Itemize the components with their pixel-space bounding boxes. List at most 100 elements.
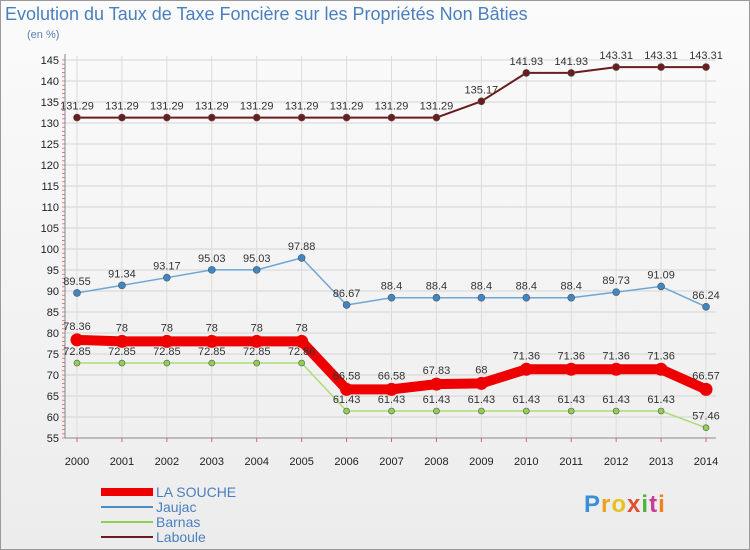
data-label-barnas: 72.85 [108, 346, 136, 358]
data-point-laboule [522, 69, 531, 77]
data-point-laboule [163, 113, 171, 122]
data-label-barnas: 61.43 [647, 394, 675, 406]
axes: 5560657075808590951001051101151201251301… [41, 54, 718, 468]
data-point-barnas [253, 359, 261, 367]
data-label-jaujac: 86.24 [692, 290, 720, 302]
data-label-la-souche: 67.83 [423, 365, 451, 377]
legend-swatch-barnas [101, 521, 153, 523]
legend-label: LA SOUCHE [156, 484, 237, 500]
data-point-la-souche [519, 362, 533, 376]
data-label-laboule: 131.29 [330, 101, 364, 113]
x-tick-label: 2002 [155, 456, 179, 468]
y-tick-label: 115 [41, 181, 59, 193]
data-point-jaujac [207, 266, 216, 274]
data-point-jaujac [477, 293, 486, 302]
proxiti-logo: Proxiti [584, 491, 666, 519]
y-tick-label: 90 [47, 286, 59, 298]
data-label-jaujac: 88.4 [516, 281, 537, 293]
data-point-laboule [118, 113, 126, 122]
data-label-jaujac: 88.4 [471, 281, 492, 293]
data-point-la-souche [115, 334, 129, 348]
data-label-la-souche: 78.36 [63, 321, 91, 333]
data-label-barnas: 72.85 [153, 346, 181, 358]
data-point-la-souche [70, 333, 84, 347]
data-point-jaujac [612, 288, 620, 296]
x-tick-label: 2005 [289, 456, 313, 468]
data-point-laboule [612, 63, 620, 71]
data-label-barnas: 61.43 [557, 394, 585, 406]
data-label-jaujac: 88.4 [381, 281, 402, 293]
legend-label: Jaujac [156, 499, 197, 515]
data-label-laboule: 131.29 [420, 101, 454, 113]
data-label-laboule: 131.29 [375, 101, 409, 113]
data-label-jaujac: 93.17 [153, 261, 181, 273]
data-label-la-souche: 78 [116, 322, 128, 334]
data-point-la-souche [160, 334, 174, 348]
data-point-jaujac [387, 293, 396, 302]
data-point-laboule [207, 113, 216, 122]
data-label-laboule: 131.29 [195, 101, 229, 113]
y-tick-label: 125 [41, 139, 59, 151]
y-tick-label: 130 [41, 118, 59, 130]
data-label-barnas: 61.43 [423, 394, 451, 406]
logo-letter: i [641, 491, 650, 518]
legend-label: Barnas [156, 514, 201, 530]
data-point-jaujac [342, 301, 351, 309]
logo-letter: i [658, 491, 666, 518]
data-point-la-souche [340, 382, 354, 396]
data-point-jaujac [522, 293, 531, 302]
data-point-barnas [567, 407, 575, 415]
data-label-la-souche: 78 [251, 322, 263, 334]
legend-swatch-la-souche [101, 488, 153, 496]
data-point-la-souche [474, 376, 488, 390]
logo-letter: P [584, 491, 602, 518]
data-label-la-souche: 66.58 [333, 370, 361, 382]
legend: LA SOUCHE Jaujac Barnas Laboule [101, 485, 261, 545]
data-point-la-souche [564, 362, 578, 376]
data-point-laboule [342, 113, 351, 122]
data-label-la-souche: 71.36 [513, 350, 541, 362]
y-tick-label: 145 [41, 55, 59, 67]
y-tick-label: 105 [41, 223, 59, 235]
x-tick-label: 2014 [694, 456, 718, 468]
data-point-barnas [702, 424, 710, 431]
legend-item-jaujac: Jaujac [101, 500, 261, 515]
data-point-jaujac [432, 293, 441, 302]
data-label-la-souche: 78 [206, 322, 218, 334]
x-tick-label: 2001 [110, 456, 134, 468]
data-label-la-souche: 66.57 [692, 370, 720, 382]
y-tick-label: 70 [47, 370, 59, 382]
data-point-barnas [478, 407, 485, 415]
data-point-barnas [343, 407, 350, 415]
data-label-la-souche: 71.36 [602, 350, 630, 362]
x-tick-label: 2013 [649, 456, 673, 468]
data-label-barnas: 72.86 [288, 346, 316, 358]
data-point-jaujac [702, 302, 710, 311]
data-label-laboule: 131.29 [105, 101, 139, 113]
legend-swatch-laboule [101, 536, 153, 538]
data-point-laboule [432, 113, 441, 122]
data-labels: 131.29 131.29 131.29 131.29 131.29 131.29 131.… [60, 50, 723, 423]
data-label-laboule: 131.29 [285, 101, 319, 113]
legend-item-laboule: Laboule [101, 530, 261, 545]
legend-item-barnas: Barnas [101, 515, 261, 530]
logo-letter: t [649, 491, 659, 518]
data-label-barnas: 61.43 [513, 394, 541, 406]
data-label-barnas: 72.85 [63, 346, 91, 358]
data-point-jaujac [118, 281, 126, 290]
data-label-jaujac: 91.34 [108, 268, 136, 280]
x-tick-label: 2004 [244, 456, 268, 468]
data-label-barnas: 57.46 [692, 411, 720, 423]
data-label-laboule: 141.93 [554, 56, 588, 68]
data-label-jaujac: 97.88 [288, 241, 316, 253]
data-label-laboule: 135.17 [465, 84, 499, 96]
y-unit-label: (en %) [27, 29, 60, 41]
data-point-laboule [702, 63, 710, 71]
x-tick-label: 2012 [604, 456, 628, 468]
x-tick-label: 2008 [424, 456, 448, 468]
data-point-barnas [118, 359, 126, 367]
y-tick-label: 135 [41, 97, 59, 109]
data-label-barnas: 61.43 [602, 394, 630, 406]
data-point-la-souche [429, 377, 443, 391]
data-point-jaujac [163, 273, 171, 282]
